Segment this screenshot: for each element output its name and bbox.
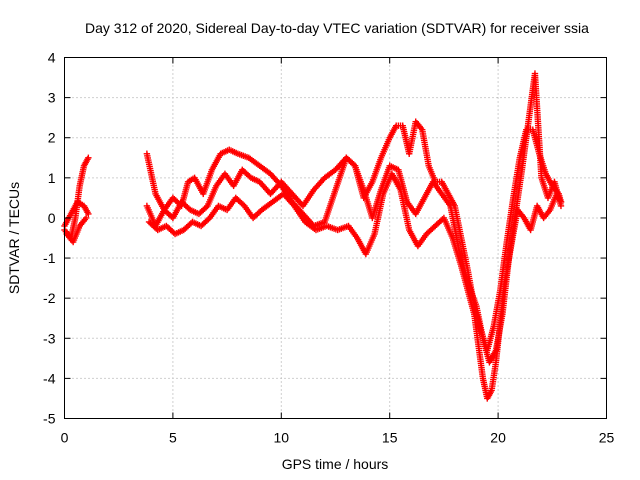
y-tick-label: 3 <box>48 90 56 106</box>
x-tick-label: 0 <box>61 430 69 446</box>
y-tick-label: 0 <box>48 210 56 226</box>
x-tick-label: 10 <box>274 430 290 446</box>
data-point-track-a <box>85 154 92 161</box>
y-tick-label: -1 <box>43 250 56 266</box>
chart-title: Day 312 of 2020, Sidereal Day-to-day VTE… <box>85 20 589 36</box>
plot-frame <box>64 57 607 419</box>
data-marks <box>61 70 565 402</box>
y-tick-label: 4 <box>48 50 56 66</box>
y-tick-label: -4 <box>43 370 56 386</box>
y-tick-label: 1 <box>48 170 56 186</box>
axis-ticks: 0 5 10 15 20 25 -5 -4 -3 -2 -1 0 1 2 3 4 <box>43 50 614 446</box>
grid <box>64 57 607 419</box>
x-tick-label: 15 <box>382 430 398 446</box>
y-tick-label: -3 <box>43 330 56 346</box>
x-tick-label: 25 <box>599 430 615 446</box>
y-axis-label: SDTVAR / TECUs <box>6 182 22 294</box>
x-tick-label: 20 <box>490 430 506 446</box>
x-axis-label: GPS time / hours <box>282 456 389 472</box>
data-point-track-b <box>85 210 92 218</box>
data-point-track-c <box>82 214 90 222</box>
y-tick-label: 2 <box>48 130 56 146</box>
y-tick-label: -5 <box>43 411 56 427</box>
x-tick-label: 5 <box>169 430 177 446</box>
y-tick-label: -2 <box>43 290 56 306</box>
data-point-track-c <box>557 198 565 206</box>
